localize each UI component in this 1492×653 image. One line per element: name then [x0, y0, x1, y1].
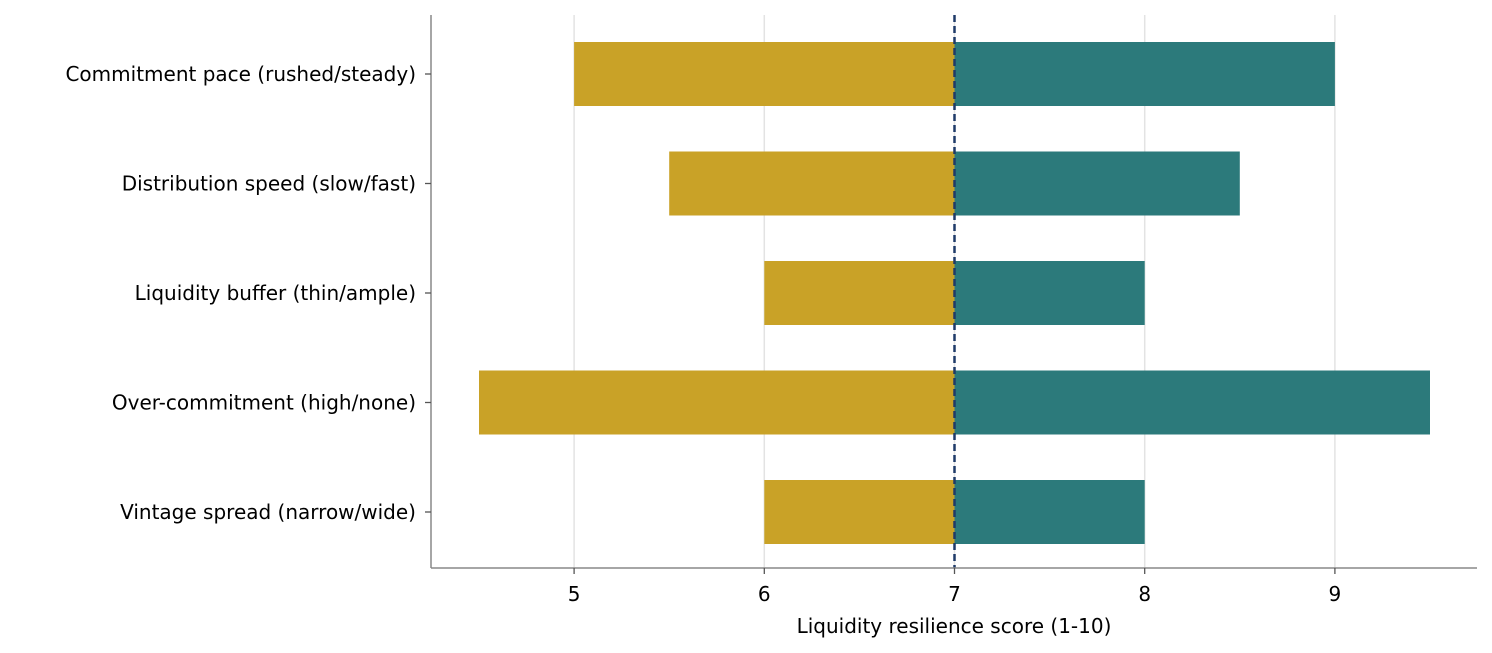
category-label-3: Over-commitment (high/none)	[112, 391, 416, 415]
bar-high-3	[954, 370, 1430, 435]
bar-low-0	[574, 42, 955, 106]
x-tick-label-5: 5	[568, 582, 581, 606]
x-axis-title: Liquidity resilience score (1-10)	[797, 614, 1112, 638]
bar-low-3	[479, 370, 955, 435]
bar-low-4	[764, 480, 955, 544]
bar-low-2	[764, 261, 955, 325]
x-tick-label-8: 8	[1138, 582, 1151, 606]
bar-high-4	[954, 480, 1145, 544]
axes: 5 6 7 8 9 Commitment pace (rushed/steady) Dist…	[65, 15, 1477, 606]
x-tick-label-9: 9	[1329, 582, 1342, 606]
bar-high-2	[954, 261, 1145, 325]
category-label-1: Distribution speed (slow/fast)	[122, 172, 416, 196]
x-tick-label-7: 7	[948, 582, 961, 606]
bar-high-1	[954, 151, 1240, 216]
x-tick-label-6: 6	[758, 582, 771, 606]
category-label-2: Liquidity buffer (thin/ample)	[135, 281, 416, 305]
bar-low-1	[669, 151, 955, 216]
category-label-4: Vintage spread (narrow/wide)	[120, 500, 416, 524]
category-label-0: Commitment pace (rushed/steady)	[65, 62, 416, 86]
bar-high-0	[954, 42, 1335, 106]
bars	[479, 42, 1430, 544]
